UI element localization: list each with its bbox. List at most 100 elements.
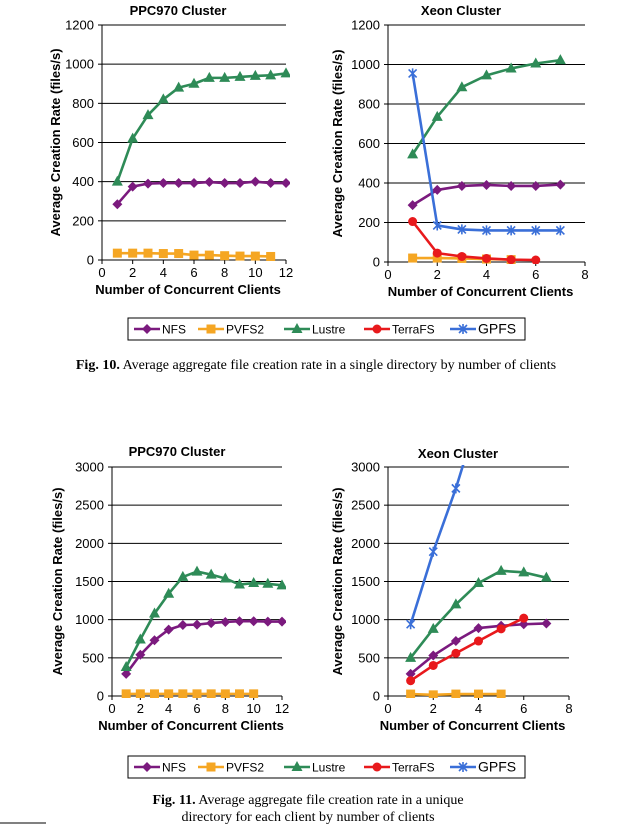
point-lustre — [554, 54, 566, 65]
y-tick-label: 2000 — [75, 536, 104, 551]
point-lustre — [163, 587, 175, 598]
x-tick-label: 4 — [483, 267, 490, 282]
fig10-caption-label: Fig. 10. — [76, 358, 120, 373]
point-nfs — [235, 178, 245, 189]
chart-1: PPC970 Cluster 0 200 400 600 800 1000 1200 0 2 4 6 8… — [48, 3, 293, 297]
point-nfs — [407, 200, 418, 211]
point-terrafs — [457, 251, 467, 261]
y-tick-label: 500 — [358, 650, 380, 665]
point-pvfs2 — [178, 689, 188, 698]
legend-marker — [458, 762, 468, 772]
x-tick-label: 6 — [193, 701, 200, 716]
y-axis-label: Average Creation Rate (files/s) — [48, 48, 63, 236]
y-tick-label: 600 — [358, 136, 380, 151]
point-nfs — [135, 649, 146, 660]
point-nfs — [206, 618, 217, 629]
point-pvfs2 — [174, 249, 184, 259]
point-terrafs — [482, 253, 491, 263]
legend-marker — [291, 323, 303, 333]
legend-label: NFS — [162, 761, 186, 775]
x-tick-label: 8 — [222, 701, 229, 716]
point-pvfs2 — [235, 689, 244, 698]
point-gpfs — [408, 68, 418, 79]
point-lustre — [407, 148, 419, 159]
point-lustre — [248, 577, 260, 588]
y-tick-label: 1200 — [65, 18, 94, 33]
legend-marker — [206, 762, 216, 772]
point-pvfs2 — [408, 253, 418, 263]
point-pvfs2 — [406, 689, 416, 698]
y-tick-label: 800 — [358, 97, 380, 112]
y-axis-label: Average Creation Rate (files/s) — [50, 487, 65, 675]
point-lustre — [518, 566, 530, 577]
point-nfs — [432, 184, 443, 195]
x-tick-label: 12 — [275, 701, 289, 716]
chart-title: PPC970 Cluster — [130, 3, 227, 18]
point-lustre — [111, 175, 123, 186]
point-lustre — [265, 69, 277, 80]
series-line-nfs — [116, 180, 286, 206]
point-nfs — [121, 668, 132, 679]
x-tick-label: 6 — [520, 701, 527, 716]
point-lustre — [149, 607, 160, 618]
y-tick-label: 2500 — [351, 498, 380, 513]
point-nfs — [473, 623, 484, 634]
y-tick-label: 500 — [82, 650, 104, 665]
legend-item-nfs: NFS — [134, 761, 186, 775]
point-pvfs2 — [451, 689, 461, 698]
point-nfs — [456, 180, 467, 191]
legend-1: NFS PVFS2 Lustre TerraFS GPFS — [127, 317, 526, 341]
x-tick-label: 0 — [384, 701, 391, 716]
series-layer — [120, 565, 286, 698]
point-pvfs2 — [189, 250, 199, 260]
x-tick-label: 4 — [165, 701, 172, 716]
x-tick-label: 4 — [475, 701, 482, 716]
series-line-terrafs — [411, 220, 536, 262]
point-lustre — [540, 571, 552, 582]
y-axis-label: Average Creation Rate (files/s) — [330, 49, 345, 237]
point-lustre — [219, 71, 231, 82]
point-nfs — [189, 178, 199, 189]
series-line-nfs — [125, 619, 282, 675]
point-nfs — [506, 180, 517, 191]
point-nfs — [149, 635, 160, 646]
series-line-lustre — [116, 72, 287, 183]
point-lustre — [405, 651, 417, 662]
legend-box — [127, 755, 526, 779]
point-pvfs2 — [250, 251, 260, 261]
point-pvfs2 — [474, 689, 483, 698]
point-lustre — [205, 568, 217, 579]
point-nfs — [541, 618, 552, 629]
y-tick-label: 1000 — [351, 57, 380, 72]
x-tick-label: 4 — [160, 265, 167, 280]
point-lustre — [495, 564, 507, 575]
y-tick-label: 3000 — [351, 460, 380, 475]
x-tick-label: 2 — [137, 701, 144, 716]
series-layer — [111, 67, 290, 261]
point-nfs — [143, 178, 153, 189]
x-tick-label: 12 — [279, 265, 293, 280]
point-nfs — [530, 180, 541, 191]
legend-marker — [372, 762, 382, 772]
point-nfs — [265, 178, 276, 189]
point-nfs — [112, 199, 123, 210]
point-terrafs — [519, 613, 529, 623]
point-nfs — [250, 176, 261, 187]
point-gpfs — [432, 220, 442, 231]
x-tick-label: 6 — [532, 267, 539, 282]
point-lustre — [431, 110, 443, 121]
point-lustre — [249, 69, 261, 80]
point-pvfs2 — [112, 248, 122, 258]
point-lustre — [280, 67, 290, 78]
legend-item-pvfs2: PVFS2 — [198, 323, 264, 337]
x-axis-label: Number of Concurrent Clients — [98, 718, 284, 733]
legend-item-lustre: Lustre — [284, 323, 346, 337]
legend-marker — [372, 324, 382, 334]
series-line-gpfs — [411, 73, 561, 232]
point-lustre — [134, 633, 146, 644]
point-nfs — [450, 636, 461, 647]
y-tick-label: 800 — [72, 96, 94, 111]
x-tick-label: 2 — [434, 267, 441, 282]
chart-title: Xeon Cluster — [418, 446, 498, 461]
point-nfs — [428, 650, 439, 661]
